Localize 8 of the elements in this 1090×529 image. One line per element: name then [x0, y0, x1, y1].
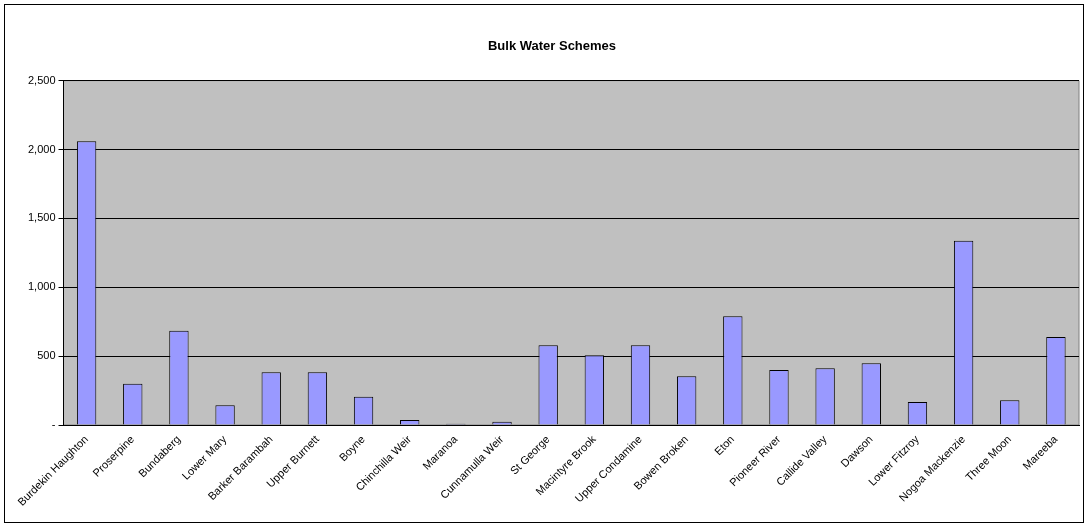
x-tick-label: Eton [711, 432, 737, 458]
y-tick-label: 1,500 [28, 211, 56, 224]
y-tick-label: - [51, 418, 56, 431]
y-tick-label: 500 [37, 349, 56, 362]
y-tick-label: 2,500 [28, 73, 56, 86]
chart-title: Bulk Water Schemes [487, 38, 617, 54]
y-tick-label: 1,000 [28, 280, 56, 293]
y-tick-label: 2,000 [28, 142, 56, 155]
